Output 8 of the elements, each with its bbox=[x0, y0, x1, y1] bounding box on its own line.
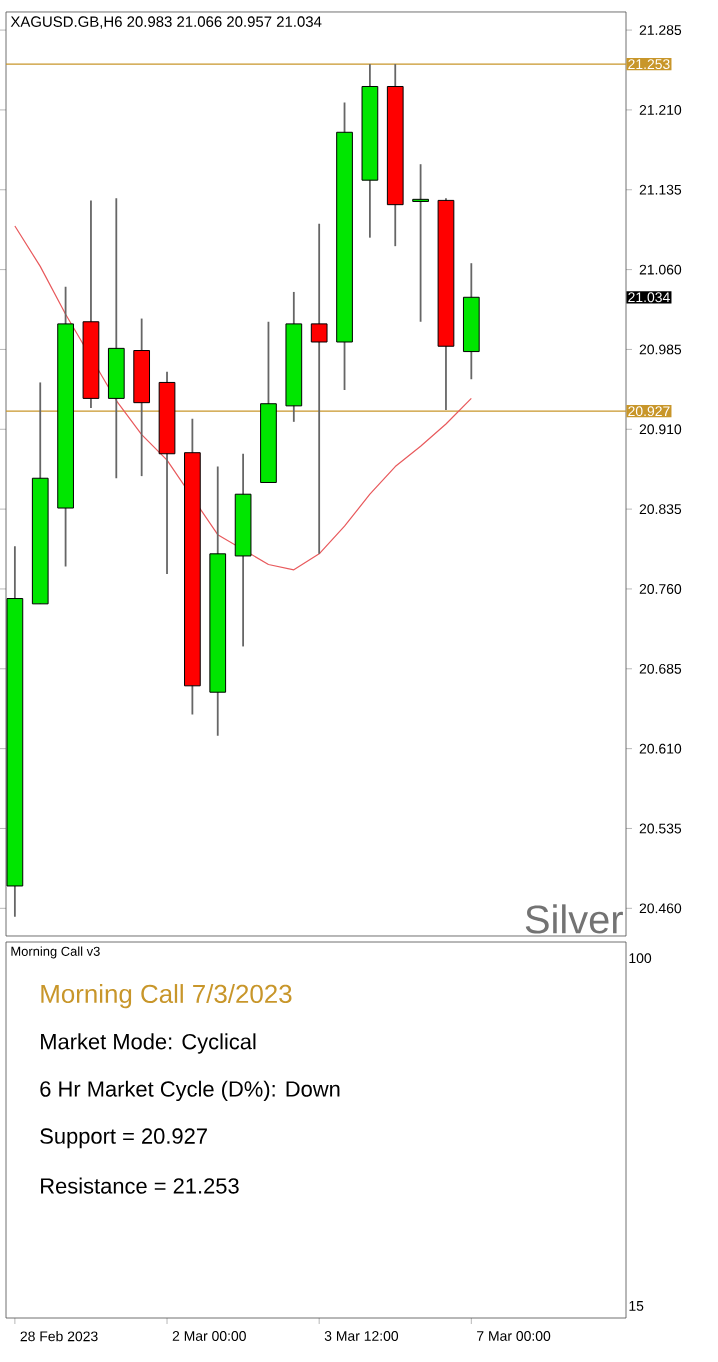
candlestick bbox=[310, 222, 328, 555]
text: Market Mode: Cyclical bbox=[41, 1033, 256, 1054]
text: Resistance = 21.253 bbox=[41, 1177, 239, 1194]
text: Support = 20.927 bbox=[40, 1128, 207, 1149]
text: Morning Call 7/3/2023 bbox=[41, 984, 292, 1009]
candlestick bbox=[412, 163, 429, 323]
text: Silver bbox=[525, 904, 623, 934]
text: 6 Hr Market Cycle (D%): Down bbox=[40, 1080, 340, 1102]
